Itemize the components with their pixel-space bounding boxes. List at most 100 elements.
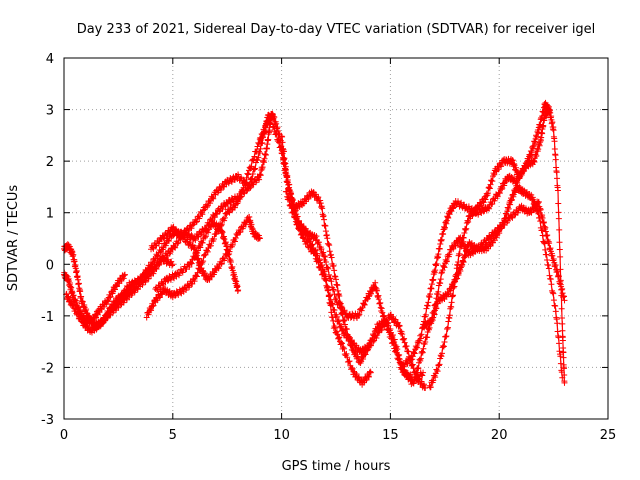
data-point <box>396 322 403 329</box>
data-point <box>339 311 346 318</box>
data-point <box>379 313 386 320</box>
data-point <box>427 384 434 391</box>
data-point <box>95 321 102 328</box>
data-point <box>498 186 505 193</box>
data-point <box>554 175 561 182</box>
data-point <box>296 224 303 231</box>
data-point <box>194 247 201 254</box>
data-point <box>401 335 408 342</box>
data-point <box>554 320 561 327</box>
data-point <box>341 317 348 324</box>
data-point <box>187 259 194 266</box>
data-point <box>393 343 400 350</box>
data-point <box>298 231 305 238</box>
data-point <box>328 278 335 285</box>
data-point <box>338 339 345 346</box>
data-point <box>508 213 515 220</box>
data-point <box>294 219 301 226</box>
data-point <box>543 251 550 258</box>
data-point <box>430 276 437 283</box>
data-point <box>283 188 290 195</box>
data-point <box>155 253 162 260</box>
data-point <box>343 350 350 357</box>
data-point <box>422 338 429 345</box>
data-point <box>226 250 233 257</box>
data-point <box>394 346 401 353</box>
y-tick-label: 0 <box>46 258 54 273</box>
data-point <box>215 265 222 272</box>
data-point <box>428 320 435 327</box>
data-point <box>121 272 128 279</box>
data-point <box>511 212 518 219</box>
data-point <box>280 148 287 155</box>
data-point <box>228 206 235 213</box>
data-point <box>205 229 212 236</box>
data-point <box>555 215 562 222</box>
data-point <box>391 339 398 346</box>
data-point <box>142 279 149 286</box>
data-point <box>237 194 244 201</box>
data-point <box>549 289 556 296</box>
data-point <box>450 292 457 299</box>
data-point <box>207 200 214 207</box>
data-point <box>294 220 301 227</box>
data-point <box>437 280 444 287</box>
data-point <box>432 267 439 274</box>
y-tick-label: -1 <box>41 310 54 325</box>
data-point <box>211 214 218 221</box>
data-point <box>335 317 342 324</box>
chart-title: Day 233 of 2021, Sidereal Day-to-day VTE… <box>77 22 596 37</box>
series-track-14 <box>413 198 568 376</box>
data-point <box>239 188 246 195</box>
data-point <box>439 344 446 351</box>
data-point <box>231 204 238 211</box>
data-point <box>326 271 333 278</box>
data-point <box>367 368 374 375</box>
data-point <box>415 365 422 372</box>
data-point <box>331 267 338 274</box>
data-point <box>191 254 198 261</box>
data-point <box>363 377 370 384</box>
data-point <box>210 195 217 202</box>
data-point <box>202 233 209 240</box>
data-point <box>435 362 442 369</box>
data-point <box>328 254 335 261</box>
data-point <box>498 225 505 232</box>
data-point <box>556 340 563 347</box>
data-point <box>555 209 562 216</box>
data-point <box>546 240 553 247</box>
data-point <box>318 267 325 274</box>
data-point <box>435 288 442 295</box>
data-point <box>557 360 564 367</box>
data-point <box>172 292 179 299</box>
data-point <box>77 288 84 295</box>
data-point <box>273 130 280 137</box>
data-point <box>424 302 431 309</box>
data-point <box>557 266 564 273</box>
series-track-13 <box>398 105 553 373</box>
data-point <box>117 301 124 308</box>
data-point <box>358 307 365 314</box>
data-point <box>443 333 450 340</box>
data-point <box>398 366 405 373</box>
data-point <box>488 177 495 184</box>
data-point <box>79 316 86 323</box>
data-point <box>194 269 201 276</box>
data-point <box>256 235 263 242</box>
data-point <box>324 235 331 242</box>
data-point <box>169 261 176 268</box>
data-point <box>373 334 380 341</box>
data-point <box>250 157 257 164</box>
data-point <box>333 276 339 283</box>
data-point <box>485 190 492 197</box>
data-point <box>185 231 192 238</box>
data-point <box>326 292 333 299</box>
data-point <box>219 206 226 213</box>
data-point <box>130 281 137 288</box>
data-point <box>451 278 458 285</box>
data-point <box>306 235 313 242</box>
data-point <box>287 201 294 208</box>
data-point <box>444 324 451 331</box>
y-tick-label: -3 <box>41 413 54 428</box>
data-point <box>166 230 173 237</box>
